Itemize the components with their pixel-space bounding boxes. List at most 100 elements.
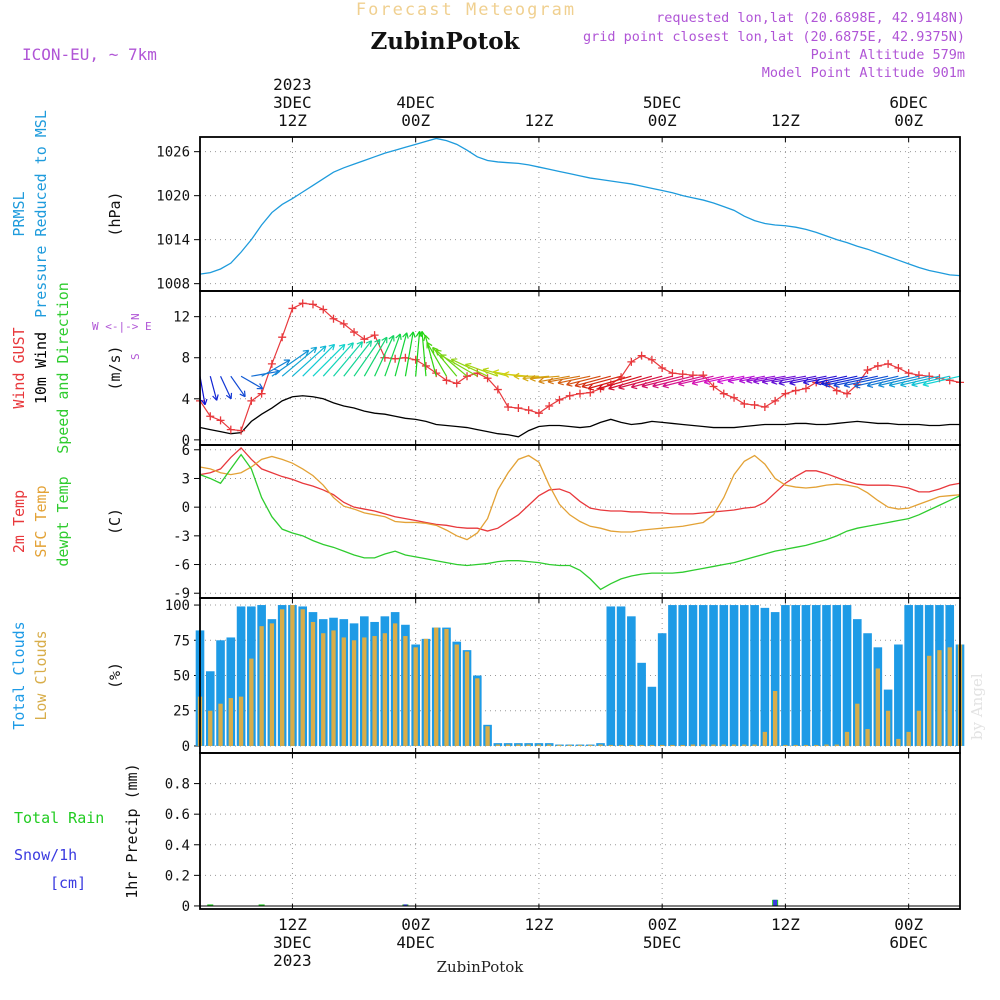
low-clouds-bar <box>711 744 716 746</box>
total-clouds-bar <box>616 606 626 746</box>
wind-arrow-head <box>814 378 822 386</box>
wind-arrow-head <box>587 383 595 391</box>
wind-arrow-head <box>212 394 219 401</box>
panel-left-label: Low Clouds <box>32 630 50 720</box>
dewpt-line <box>199 453 961 591</box>
wind-arrow <box>641 375 683 387</box>
wind-arrow-head <box>365 340 373 347</box>
bottom-tick-label: 12Z <box>771 915 800 934</box>
low-clouds-bar <box>649 744 655 746</box>
ytick-label: 0.8 <box>165 777 190 793</box>
wind-arrow-head <box>319 345 327 352</box>
wind-arrow-head <box>256 383 264 390</box>
total-clouds-bar <box>894 644 903 746</box>
wind-arrow-head <box>662 381 669 389</box>
low-clouds-bar <box>577 744 583 746</box>
wind-arrow-head <box>900 380 907 388</box>
panel-ylabel: (C) <box>106 508 124 535</box>
bottom-tick-label: 4DEC <box>396 933 435 952</box>
wind-arrow <box>746 375 776 382</box>
gust-marker <box>514 404 523 413</box>
low-clouds-bar <box>947 647 952 746</box>
gust-marker <box>843 389 852 398</box>
gust-marker <box>237 426 246 435</box>
wind-arrow <box>322 342 354 377</box>
gust-marker <box>801 384 810 393</box>
total-clouds-bar <box>524 743 533 746</box>
wind-arrow-head <box>574 381 582 388</box>
wind-arrow <box>566 375 601 386</box>
gust-marker <box>391 354 400 363</box>
gust-marker <box>360 335 369 344</box>
total-clouds-bar <box>216 640 225 746</box>
wind-arrow-head <box>652 381 659 389</box>
wind-arrow-head <box>608 383 615 391</box>
wind-arrow <box>421 331 427 377</box>
wind-arrow-head <box>761 377 769 385</box>
gust-marker <box>709 382 718 391</box>
wind-arrow-head <box>338 343 346 351</box>
bottom-tick-label: 00Z <box>648 915 677 934</box>
wind-arrow-head <box>547 377 554 385</box>
panel-left-label: SFC Temp <box>32 485 50 557</box>
ytick-label: 8 <box>182 351 190 367</box>
wind-arrow <box>302 343 335 377</box>
wind-arrow <box>384 333 401 377</box>
wind-arrow-head <box>833 381 840 388</box>
low-clouds-bar <box>814 744 819 746</box>
gust-marker <box>493 385 502 394</box>
panel-3: 0 25 50 75 100 (%) Total Clouds Low Clouds <box>10 597 965 755</box>
gust-marker <box>350 328 359 337</box>
wind-arrow <box>343 340 372 377</box>
total-clouds-bar <box>236 606 246 746</box>
wind-arrow-head <box>618 383 625 390</box>
panel-left-label: 10m Wind <box>32 332 50 404</box>
low-clouds-bar <box>208 710 213 746</box>
gust-marker <box>586 388 595 397</box>
ytick-label: 25 <box>173 704 190 720</box>
wind-arrow-head <box>225 392 233 400</box>
low-clouds-bar <box>372 636 377 746</box>
wind-arrow <box>778 375 817 385</box>
gust-marker <box>308 300 317 309</box>
ytick-label: 3 <box>182 471 190 487</box>
compass-west-east: W <-|-> E <box>92 320 152 333</box>
top-tick-label: 2023 <box>273 75 312 94</box>
wind-arrow <box>312 343 346 377</box>
ytick-label: 1026 <box>156 145 190 161</box>
low-clouds-bar <box>547 744 552 746</box>
wind-arrow <box>843 375 889 387</box>
low-clouds-bar <box>690 744 696 746</box>
wind-arrow-head <box>388 334 395 342</box>
compass-south: S <box>129 353 142 360</box>
wind-arrow <box>363 336 388 377</box>
panel-left-label: Speed and Direction <box>54 282 72 454</box>
wind-arrow-head <box>482 367 489 375</box>
total-clouds-bar <box>668 605 677 746</box>
compass-north: N <box>129 313 142 320</box>
wind-arrow <box>587 375 632 390</box>
wind-arrow-head <box>557 378 564 386</box>
panel-left-label: Total Clouds <box>10 621 28 729</box>
panel-ylabel: 1hr Precip (mm) <box>123 763 141 898</box>
wind-arrow <box>854 375 899 387</box>
wind-arrow <box>435 349 468 377</box>
low-clouds-bar <box>885 710 891 746</box>
gust-marker <box>339 319 348 328</box>
total-clouds-bar <box>534 743 544 746</box>
wind-arrow-head <box>789 379 796 386</box>
wind-arrow <box>662 375 704 387</box>
wind-arrow <box>574 375 611 387</box>
wind-arrow-head <box>888 381 896 388</box>
rain-bar <box>258 904 265 906</box>
wind-arrow <box>230 375 246 398</box>
low-clouds-bar <box>485 726 490 746</box>
gust-marker <box>452 379 461 388</box>
location-title: ZubinPotok <box>371 28 521 55</box>
wind-arrow-head <box>771 378 778 385</box>
gust-marker <box>442 376 451 385</box>
bottom-tick-label: 5DEC <box>643 933 682 952</box>
low-clouds-bar <box>680 744 685 746</box>
panel-frame <box>199 136 961 292</box>
